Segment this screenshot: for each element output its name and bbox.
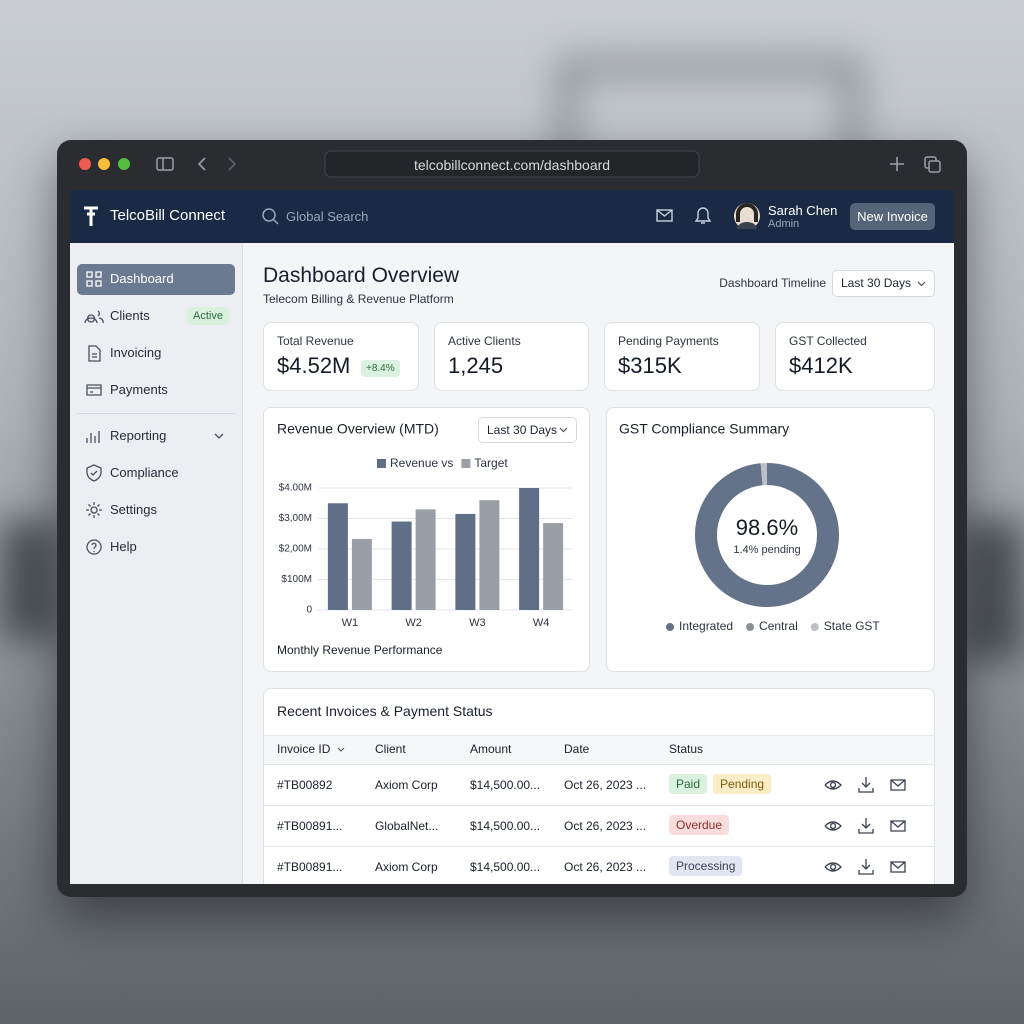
status-badge: Paid — [669, 774, 708, 794]
column-header[interactable]: Invoice ID — [277, 742, 331, 756]
table-card — [263, 688, 935, 884]
table-cell: $14,500.00... — [470, 778, 541, 792]
column-header[interactable]: Amount — [470, 742, 512, 756]
card — [263, 407, 590, 672]
kpi-card — [775, 322, 935, 391]
kpi-card — [604, 322, 760, 391]
kpi-label: Active Clients — [448, 334, 521, 348]
kpi-value: $315K — [618, 353, 682, 378]
column-header[interactable]: Client — [375, 742, 406, 756]
chart-dropdown[interactable]: Last 30 Days — [478, 417, 577, 443]
table-cell: $14,500.00... — [470, 860, 541, 874]
sidebar-item[interactable]: Reporting — [110, 428, 167, 443]
timeline-label: Dashboard Timeline — [719, 276, 826, 290]
table-header-row — [264, 735, 934, 765]
sidebar-item[interactable]: Compliance — [110, 465, 179, 480]
browser-chrome — [79, 150, 941, 178]
table-cell: #TB00892 — [277, 778, 333, 792]
background-chair — [0, 520, 60, 640]
table-cell: GlobalNet... — [375, 819, 439, 833]
kpi-label: Total Revenue — [277, 334, 354, 348]
table-cell: Oct 26, 2023 ... — [564, 860, 647, 874]
table-cell: Oct 26, 2023 ... — [564, 819, 647, 833]
sidebar-item[interactable]: Help — [110, 539, 137, 554]
user-role: Admin — [768, 218, 800, 230]
card — [606, 407, 935, 672]
status-badge: Pending — [713, 774, 772, 794]
search[interactable]: Global Search — [286, 209, 369, 224]
kpi-label: GST Collected — [789, 334, 867, 348]
kpi-value: $4.52M — [277, 353, 351, 378]
brand[interactable]: TelcoBill Connect — [110, 207, 226, 224]
page-subtitle: Telecom Billing & Revenue Platform — [263, 292, 454, 306]
kpi-delta: +8.4% — [361, 360, 400, 377]
sidebar-selected — [77, 264, 235, 295]
table-cell: Axiom Corp — [375, 860, 438, 874]
status-badge: Overdue — [669, 815, 730, 835]
status-badge: Processing — [669, 856, 743, 876]
page-title: Dashboard Overview — [263, 264, 460, 287]
table-cell: Axiom Corp — [375, 778, 438, 792]
url[interactable]: telcobillconnect.com/dashboard — [413, 157, 611, 173]
sidebar-item[interactable]: Invoicing — [110, 345, 162, 360]
kpi-card — [434, 322, 589, 391]
status-cell: Overdue — [669, 815, 735, 835]
sidebar-badge: Active — [187, 307, 229, 325]
timeline-dropdown[interactable]: Last 30 Days — [832, 270, 935, 297]
kpi-value: $412K — [789, 353, 853, 378]
kpi-card — [263, 322, 419, 391]
table-cell: Oct 26, 2023 ... — [564, 778, 647, 792]
app: TelcoBill Connect Global Search Sarah Ch… — [70, 190, 954, 884]
column-header[interactable]: Date — [564, 742, 590, 756]
sidebar-item[interactable]: Clients — [110, 308, 150, 323]
table-title: Recent Invoices & Payment Status — [277, 703, 493, 719]
background-chair — [960, 520, 1024, 660]
table-cell: #TB00891... — [277, 860, 343, 874]
sidebar-divider — [77, 413, 235, 414]
table-cell: #TB00891... — [277, 819, 343, 833]
row-divider — [264, 846, 934, 847]
sidebar-item[interactable]: Settings — [110, 502, 157, 517]
top-bar-icons — [84, 203, 760, 229]
column-header[interactable]: Status — [669, 742, 704, 756]
status-cell: Paid Pending — [669, 774, 777, 794]
main: Dashboard Clients Active Invoicing Payments R… — [70, 190, 954, 884]
top-bar — [70, 190, 954, 243]
row-divider — [264, 805, 934, 806]
new-invoice-button[interactable]: New Invoice — [850, 203, 935, 230]
table-cell: $14,500.00... — [470, 819, 541, 833]
kpi-label: Pending Payments — [618, 334, 719, 348]
kpi-value: 1,245 — [448, 353, 504, 378]
sidebar-item[interactable]: Payments — [110, 382, 168, 397]
user-name: Sarah Chen — [768, 203, 838, 218]
sidebar-item[interactable]: Dashboard — [110, 271, 174, 286]
status-cell: Processing — [669, 856, 748, 876]
